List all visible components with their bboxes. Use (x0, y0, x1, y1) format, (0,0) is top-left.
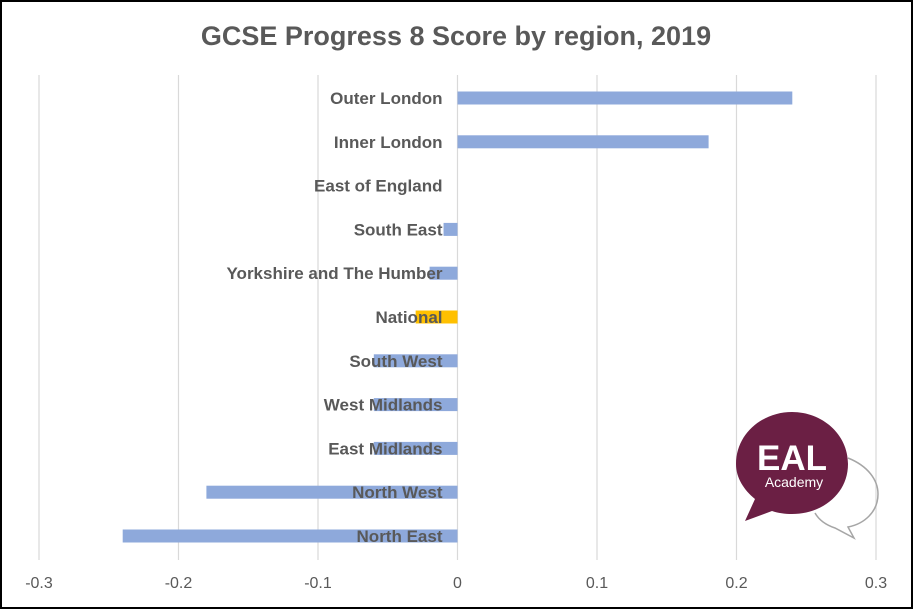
logo-main-text: EAL (757, 439, 827, 478)
logo-speech-bubble (736, 412, 848, 521)
bars (122, 91, 793, 543)
bar-national (415, 310, 458, 324)
eal-academy-logo: EAL Academy (736, 412, 879, 540)
category-labels: Outer London Inner London East of England S… (226, 89, 442, 546)
category-label: East of England (314, 177, 442, 196)
x-tick-label: 0.2 (725, 575, 747, 592)
x-tick-label: -0.2 (165, 575, 193, 592)
bar-outer-london (457, 91, 793, 105)
x-tick-label: -0.1 (304, 575, 332, 592)
x-tick-label: 0.3 (865, 575, 887, 592)
category-label: North East (357, 527, 443, 546)
x-tick-label: -0.3 (25, 575, 53, 592)
category-label: North West (352, 483, 443, 502)
category-label: East Midlands (328, 439, 442, 458)
bar-yorkshire-and-the-humber (429, 266, 458, 280)
gridlines (38, 75, 877, 560)
category-label: National (375, 308, 442, 327)
chart-title: GCSE Progress 8 Score by region, 2019 (201, 21, 711, 51)
bar-north-east (122, 529, 458, 543)
bar-inner-london (457, 135, 709, 149)
category-label: Outer London (330, 89, 442, 108)
bar-north-west (206, 485, 458, 499)
category-label: West Midlands (324, 396, 443, 415)
bar-west-midlands (373, 398, 458, 412)
x-axis-ticks: -0.3 -0.2 -0.1 0 0.1 0.2 0.3 (25, 575, 887, 592)
bar-south-west (373, 354, 458, 368)
x-tick-label: 0.1 (586, 575, 608, 592)
x-tick-label: 0 (453, 575, 462, 592)
logo-sub-text: Academy (765, 474, 823, 490)
bar-east-midlands (373, 441, 458, 455)
category-label: South East (354, 220, 443, 239)
category-label: Inner London (334, 133, 443, 152)
bar-south-east (443, 222, 458, 236)
category-label: Yorkshire and The Humber (226, 264, 442, 283)
logo-outline-bubble (814, 457, 879, 540)
category-label: South West (349, 352, 443, 371)
